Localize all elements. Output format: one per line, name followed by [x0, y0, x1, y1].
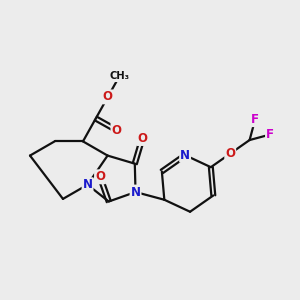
- Text: O: O: [95, 170, 105, 183]
- Text: N: N: [130, 185, 140, 199]
- Text: F: F: [266, 128, 274, 141]
- Text: F: F: [251, 113, 259, 126]
- Text: O: O: [137, 132, 147, 145]
- Text: O: O: [111, 124, 122, 136]
- Text: O: O: [225, 147, 235, 160]
- Text: CH₃: CH₃: [110, 71, 129, 81]
- Text: N: N: [82, 178, 92, 191]
- Text: N: N: [180, 149, 190, 162]
- Text: O: O: [103, 90, 113, 104]
